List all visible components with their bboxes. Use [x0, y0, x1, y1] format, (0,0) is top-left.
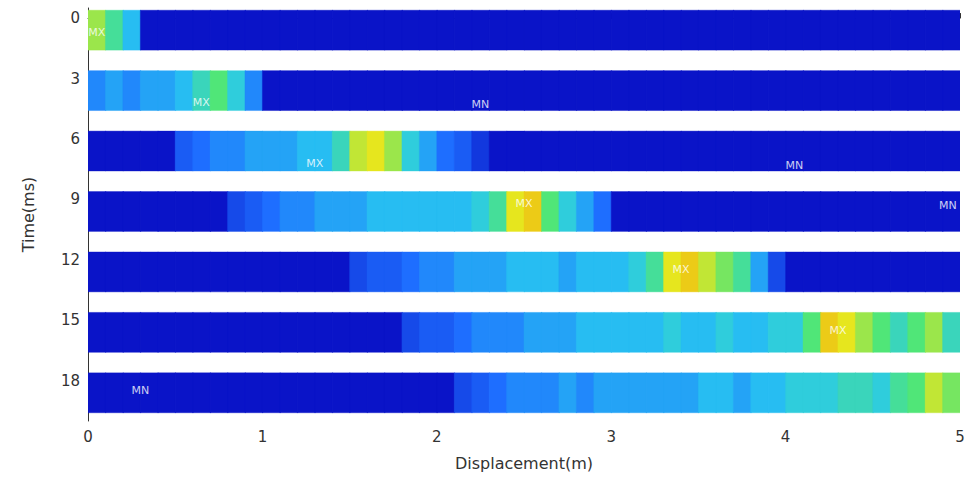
svg-text:6: 6 [70, 130, 80, 148]
svg-text:MX: MX [672, 263, 689, 276]
svg-text:MN: MN [472, 98, 490, 111]
svg-text:MX: MX [306, 157, 323, 170]
svg-text:15: 15 [61, 311, 80, 329]
svg-text:18: 18 [61, 372, 80, 390]
svg-text:Time(ms): Time(ms) [19, 177, 38, 254]
svg-text:MX: MX [829, 324, 846, 337]
svg-text:MN: MN [131, 384, 149, 397]
svg-text:4: 4 [781, 428, 791, 446]
svg-text:MN: MN [939, 199, 957, 212]
svg-text:MX: MX [88, 26, 105, 39]
svg-text:3: 3 [606, 428, 616, 446]
svg-text:3: 3 [70, 70, 80, 88]
svg-text:MX: MX [515, 197, 532, 210]
svg-text:0: 0 [70, 9, 80, 27]
svg-text:1: 1 [258, 428, 268, 446]
svg-text:12: 12 [61, 251, 80, 269]
svg-text:5: 5 [955, 428, 965, 446]
svg-text:9: 9 [70, 190, 80, 208]
svg-text:Displacement(m): Displacement(m) [455, 454, 593, 473]
svg-text:0: 0 [83, 428, 93, 446]
svg-text:MN: MN [785, 159, 803, 172]
svg-text:2: 2 [432, 428, 442, 446]
svg-text:MX: MX [193, 96, 210, 109]
